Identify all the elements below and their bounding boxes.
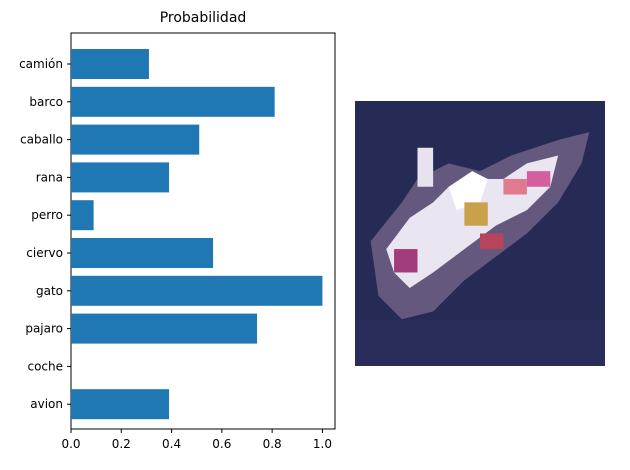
x-tick-label: 0.0	[61, 437, 80, 451]
y-tick-label: coche	[27, 359, 63, 373]
bar-3	[71, 162, 170, 193]
y-tick-label: ciervo	[26, 246, 63, 260]
x-tick-label: 0.6	[212, 437, 231, 451]
y-tick-label: rana	[36, 170, 63, 184]
ship-detail-purple	[394, 249, 418, 273]
bars-group	[71, 49, 323, 420]
x-tick-label: 0.2	[112, 437, 131, 451]
ship-detail-gold	[464, 202, 488, 226]
ship-detail-pink	[503, 178, 527, 195]
ship-cabin	[448, 171, 488, 211]
y-tick-label: perro	[31, 208, 63, 222]
bar-4	[71, 200, 94, 231]
ship-detail-magenta	[526, 171, 551, 187]
bar-0	[71, 49, 149, 79]
x-tick-label: 0.4	[162, 437, 181, 451]
y-tick-label: gato	[36, 284, 63, 298]
x-tick-label: 0.8	[263, 437, 282, 451]
y-ticks: camión barco caballo rana perro ciervo gato paj…	[19, 57, 71, 411]
x-ticks: 0.0 0.2 0.4 0.6 0.8 1.0	[61, 429, 332, 451]
bar-5	[71, 238, 214, 268]
bar-6	[71, 275, 323, 306]
bar-1	[71, 86, 275, 117]
y-tick-label: avion	[30, 397, 63, 411]
y-tick-label: caballo	[20, 133, 63, 147]
bar-2	[71, 124, 200, 155]
x-tick-label: 1.0	[313, 437, 332, 451]
water	[355, 319, 605, 366]
ship-detail-red	[480, 233, 504, 250]
ship-thumbnail-icon	[355, 101, 605, 366]
bar-7	[71, 313, 258, 344]
y-tick-label: pajaro	[25, 322, 63, 336]
bar-9	[71, 389, 170, 420]
y-tick-label: camión	[19, 57, 63, 71]
chart-title: Probabilidad	[160, 10, 247, 26]
y-tick-label: barco	[29, 95, 63, 109]
axes-frame	[70, 32, 336, 430]
ship-mast	[417, 147, 434, 187]
